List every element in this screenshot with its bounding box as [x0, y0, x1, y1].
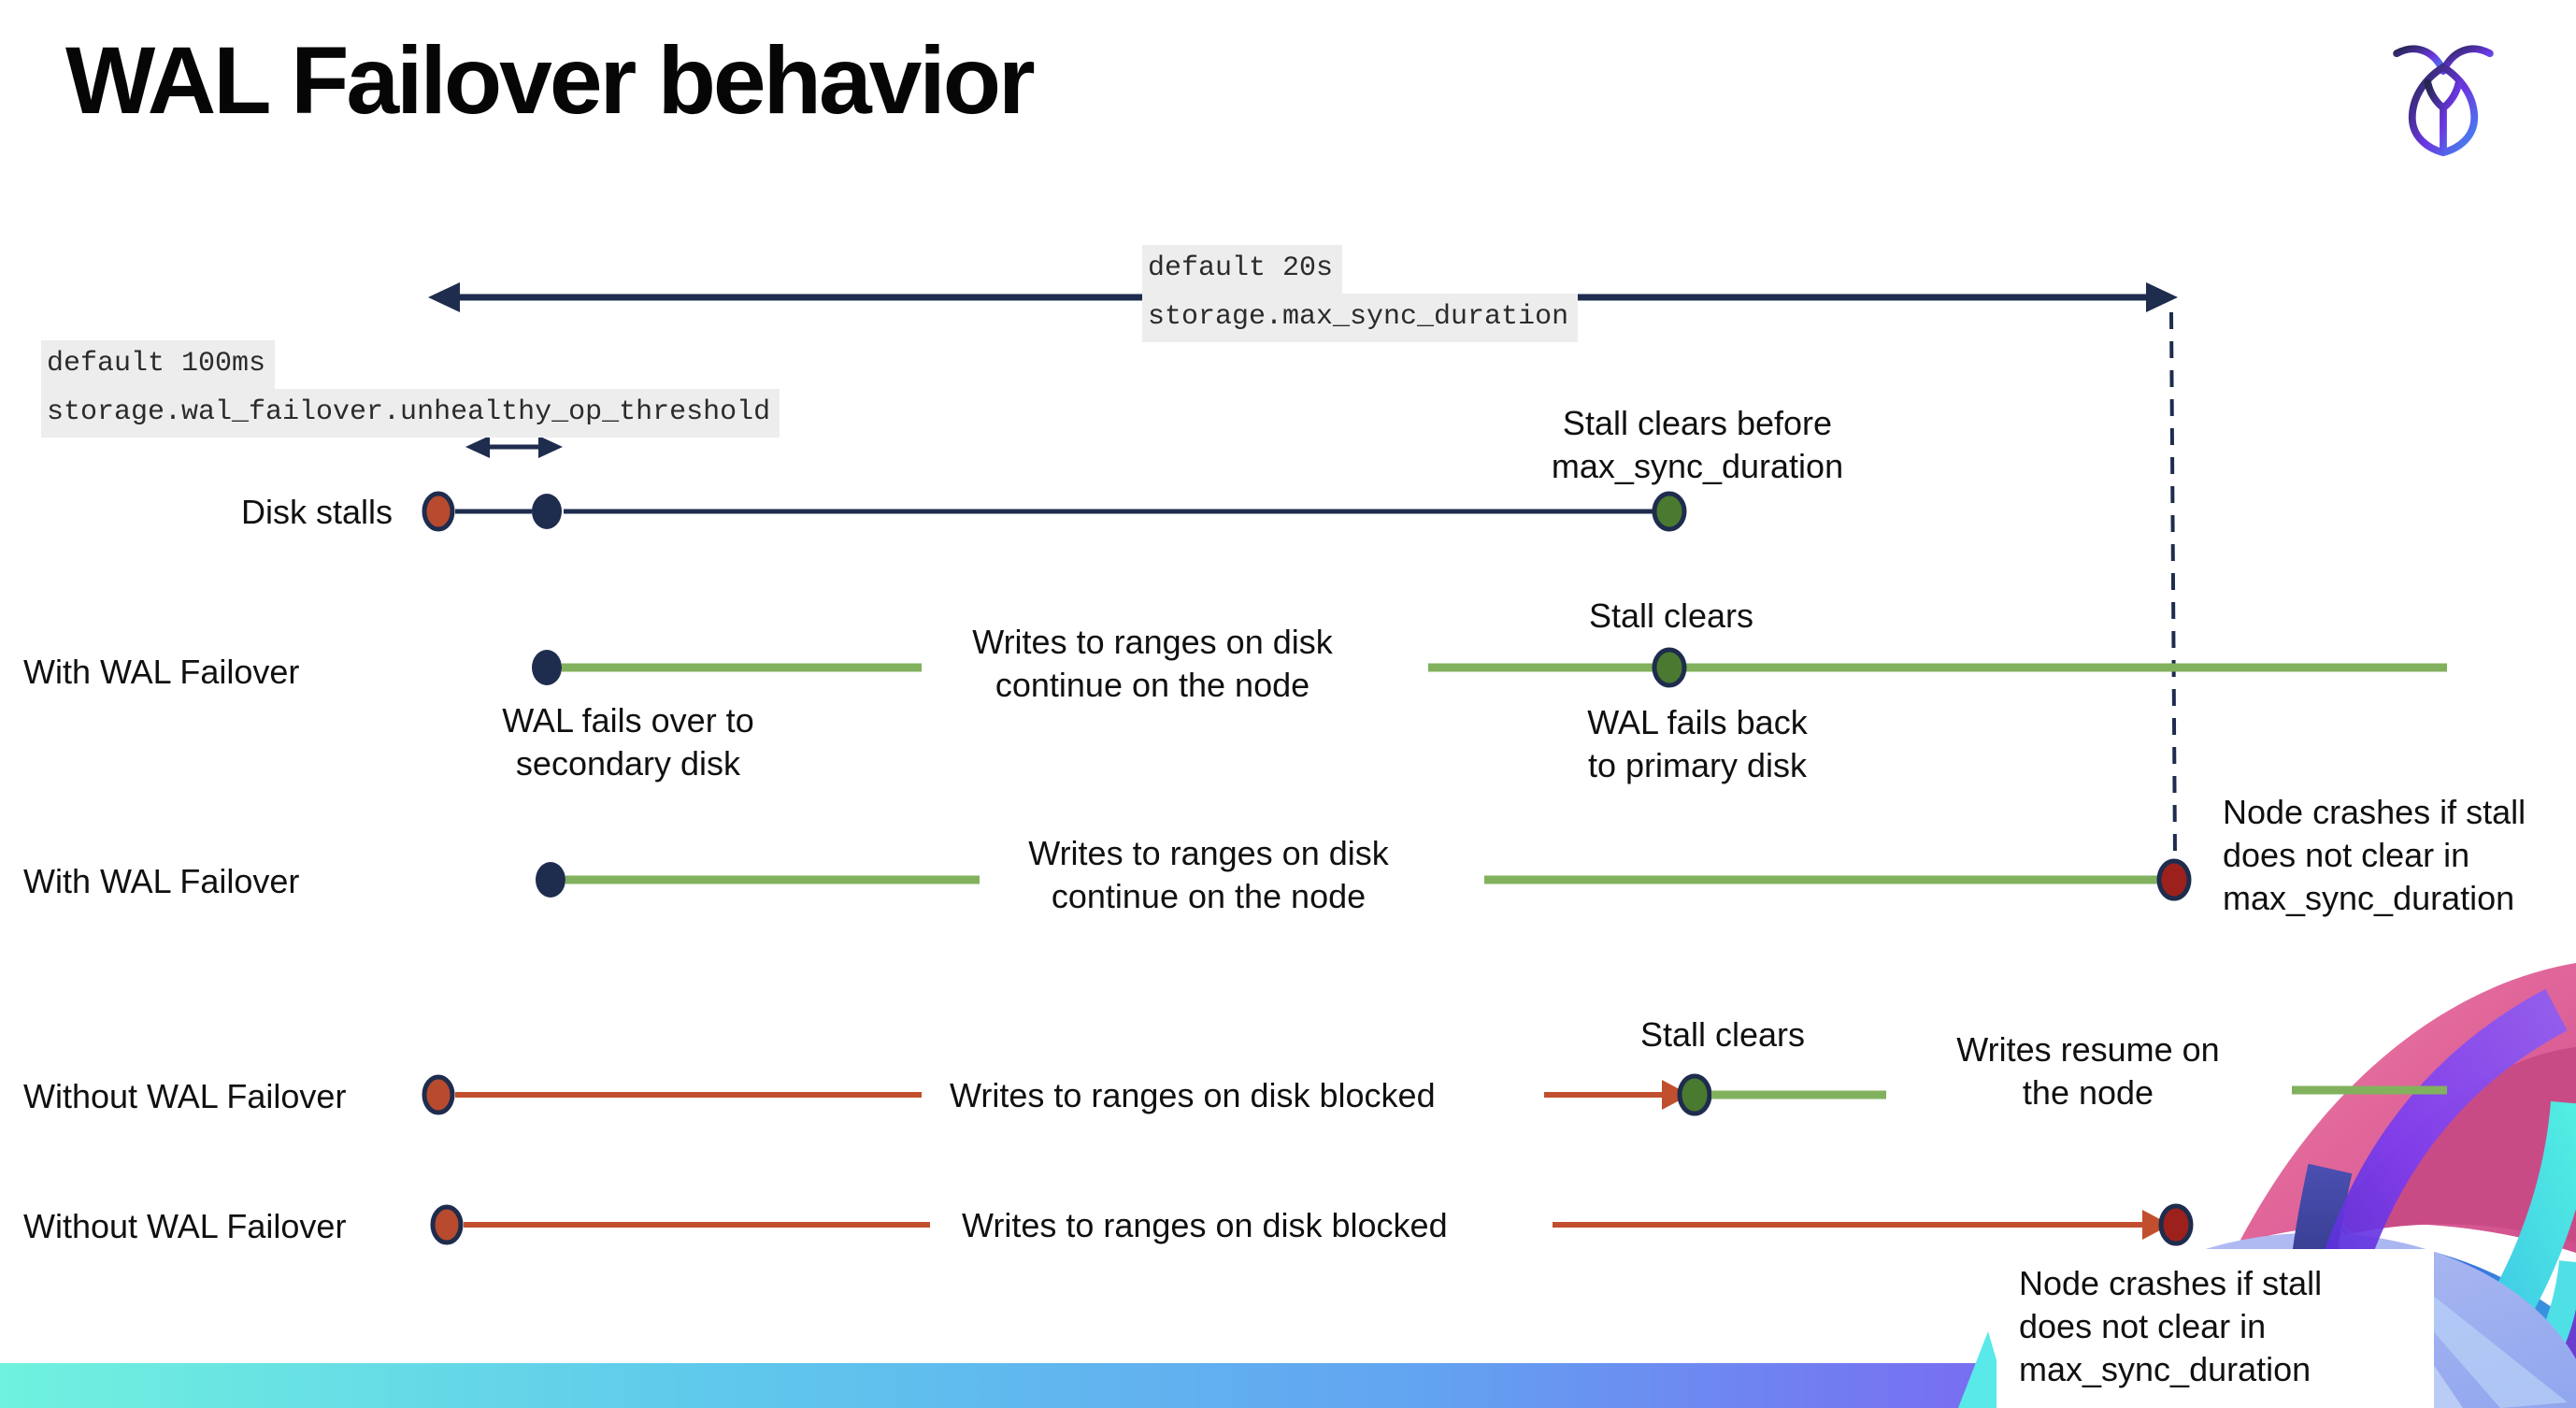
failover-dot [536, 862, 565, 898]
blocked-arrowhead [1662, 1080, 1690, 1110]
writes-continue-note-1: Writes to ranges on disk continue on the… [972, 623, 1333, 704]
unhealthy-op-threshold-arrow [465, 436, 563, 458]
writes-resume-note: Writes resume on the node [1956, 1030, 2220, 1112]
crash-callout-box: Node crashes if stall does not clear in … [1996, 1249, 2434, 1408]
page-title: WAL Failover behavior [65, 27, 1036, 134]
max-sync-duration-setting-label: default 20s storage.max_sync_duration [1142, 245, 1579, 342]
max-sync-deadline-dashed-line [2169, 311, 2177, 857]
writes-blocked-note-2: Writes to ranges on disk blocked [962, 1206, 1448, 1244]
crash-note-bottom: Node crashes if stall does not clear in … [2019, 1264, 2323, 1388]
wal-fails-back-note: WAL fails back to primary disk [1587, 703, 1808, 784]
stall-start-dot [422, 491, 455, 532]
writes-blocked-note-1: Writes to ranges on disk blocked [950, 1076, 1436, 1114]
stall-start-dot [430, 1204, 464, 1245]
wal-fails-over-note: WAL fails over to secondary disk [502, 701, 754, 783]
stall-clears-label-1: Stall clears [1588, 596, 1754, 635]
stall-start-dot [422, 1074, 455, 1115]
row-label-disk-stalls: Disk stalls [240, 493, 393, 531]
threshold-dot [532, 494, 562, 529]
logo-vein [2424, 79, 2463, 157]
stall-clears-dot [1677, 1073, 1712, 1116]
timeline-with-wal-1 [532, 647, 2447, 688]
stall-clears-before-note: Stall clears before max_sync_duration [1551, 404, 1844, 485]
timeline-disk-stalls [422, 491, 1687, 532]
cockroachdb-logo-icon [2393, 45, 2494, 157]
row-label-without-wal-2: Without WAL Failover [23, 1207, 347, 1245]
crash-note-right: Node crashes if stall does not clear in … [2223, 793, 2526, 917]
node-crash-dot [2156, 858, 2192, 901]
failback-dot [1652, 647, 1687, 688]
row-label-without-wal-1: Without WAL Failover [23, 1077, 347, 1115]
row-label-with-wal-2: With WAL Failover [23, 862, 300, 900]
row-label-with-wal-1: With WAL Failover [23, 653, 300, 691]
stall-clears-label-2: Stall clears [1639, 1015, 1806, 1054]
writes-continue-note-2: Writes to ranges on disk continue on the… [1028, 834, 1389, 915]
unhealthy-op-threshold-setting-label: default 100ms storage.wal_failover.unhea… [41, 340, 780, 438]
failover-dot [532, 650, 562, 685]
stall-clears-dot [1652, 491, 1687, 532]
